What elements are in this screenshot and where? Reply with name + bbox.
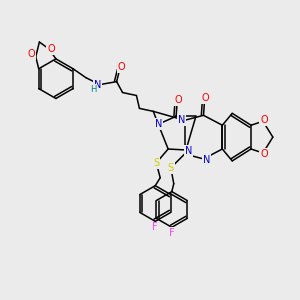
Text: S: S: [153, 158, 159, 168]
Text: S: S: [168, 163, 174, 173]
Text: N: N: [154, 119, 162, 129]
Text: O: O: [260, 149, 268, 159]
Text: O: O: [47, 44, 55, 54]
Text: F: F: [152, 222, 158, 232]
Text: N: N: [178, 115, 185, 125]
Text: H: H: [90, 85, 96, 94]
Text: F: F: [169, 228, 175, 238]
Text: O: O: [202, 94, 209, 103]
Text: O: O: [260, 115, 268, 125]
Text: N: N: [94, 80, 101, 90]
Text: N: N: [185, 146, 193, 156]
Text: O: O: [118, 62, 125, 72]
Text: N: N: [203, 155, 210, 165]
Text: O: O: [174, 95, 182, 106]
Text: O: O: [28, 49, 36, 59]
